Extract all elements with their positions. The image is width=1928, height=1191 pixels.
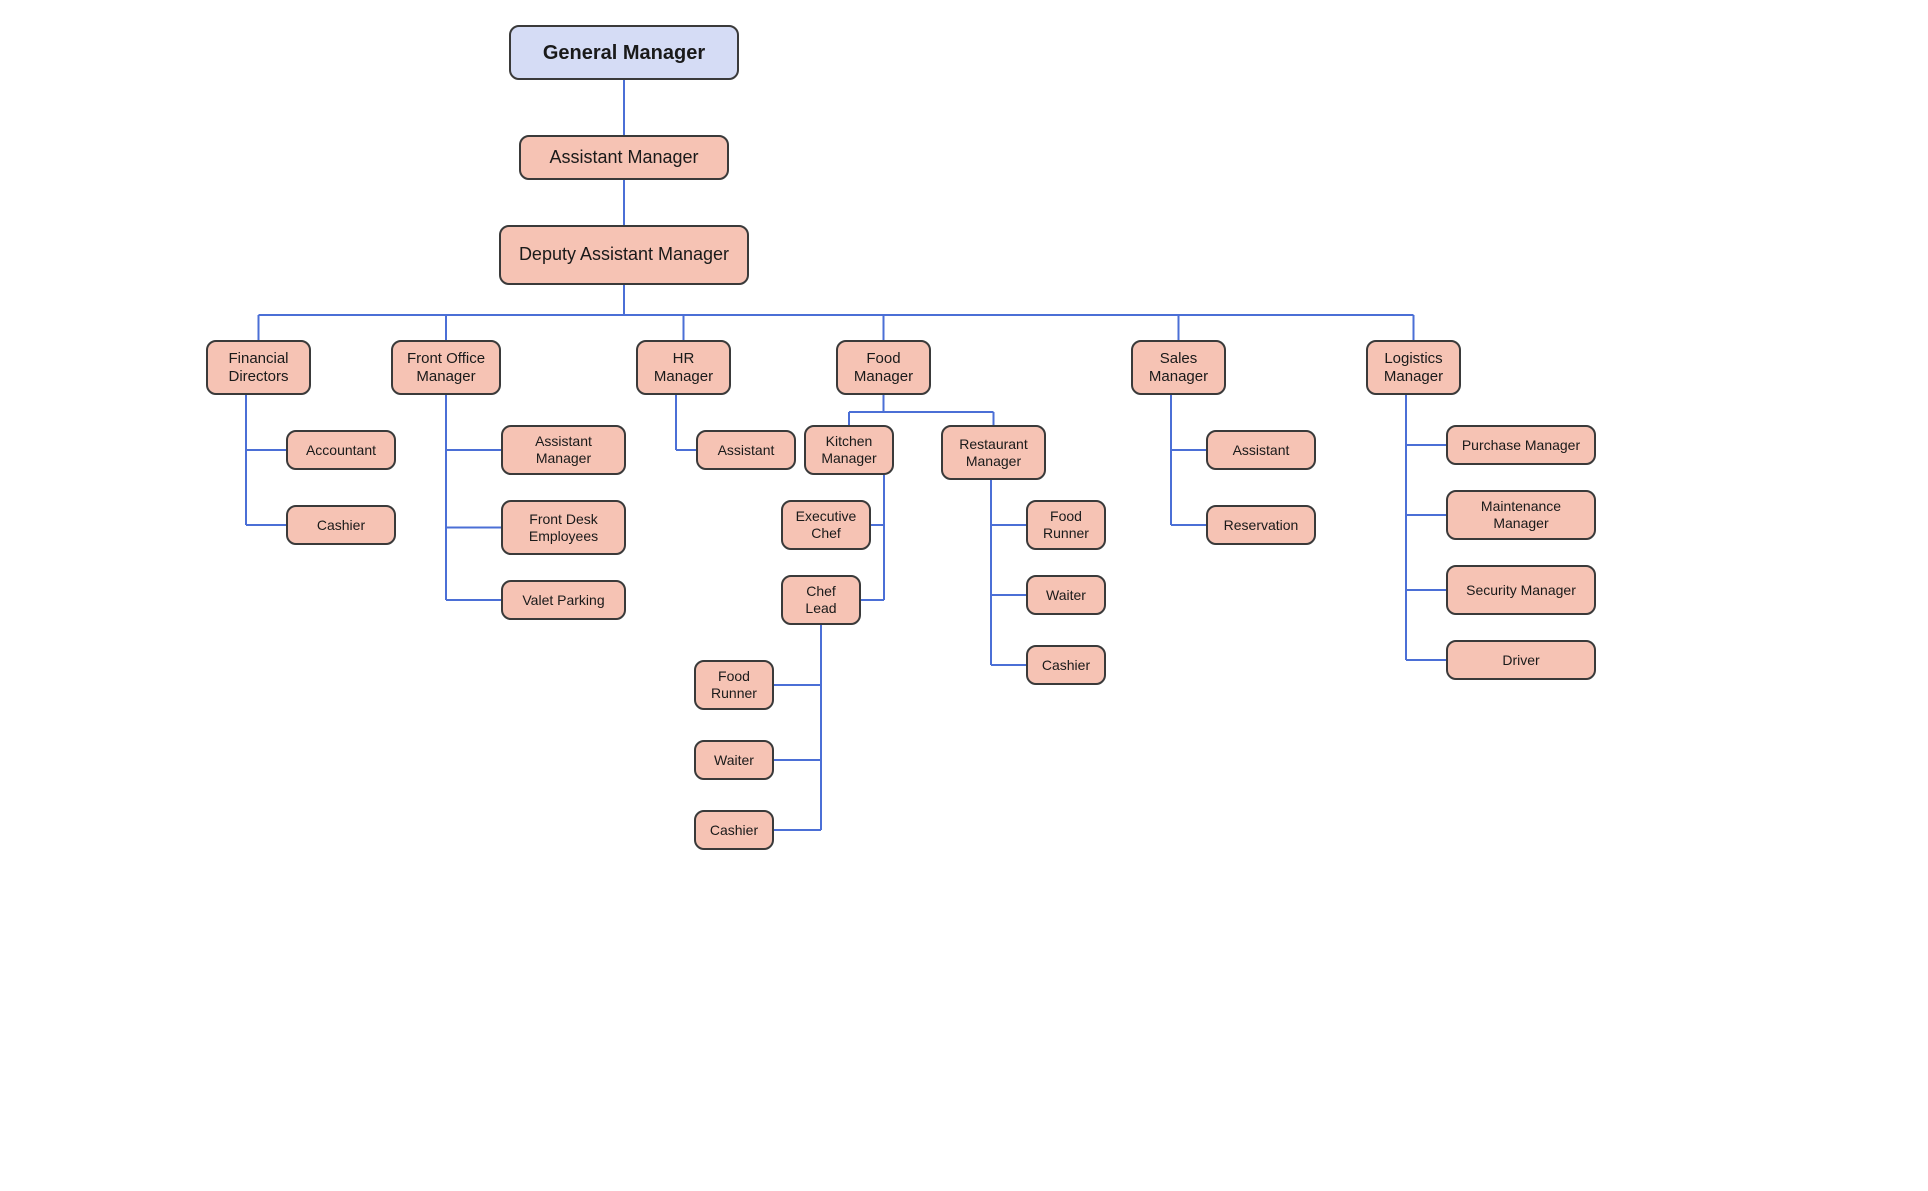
- org-node-resv: Reservation: [1206, 505, 1316, 545]
- org-node-w2: Waiter: [1026, 575, 1106, 615]
- org-node-rmgr: Restaurant Manager: [941, 425, 1046, 480]
- org-node-acct: Accountant: [286, 430, 396, 470]
- org-node-hr: HR Manager: [636, 340, 731, 395]
- org-node-fr1: Food Runner: [694, 660, 774, 710]
- org-node-clead: Chef Lead: [781, 575, 861, 625]
- org-node-cash1: Cashier: [286, 505, 396, 545]
- org-node-log: Logistics Manager: [1366, 340, 1461, 395]
- org-node-exec: Executive Chef: [781, 500, 871, 550]
- org-node-kmgr: Kitchen Manager: [804, 425, 894, 475]
- org-node-dam: Deputy Assistant Manager: [499, 225, 749, 285]
- org-node-fde: Front Desk Employees: [501, 500, 626, 555]
- org-node-food: Food Manager: [836, 340, 931, 395]
- org-node-cash3: Cashier: [1026, 645, 1106, 685]
- org-node-am: Assistant Manager: [519, 135, 729, 180]
- org-node-fr2: Food Runner: [1026, 500, 1106, 550]
- org-node-fam: Assistant Manager: [501, 425, 626, 475]
- org-node-valet: Valet Parking: [501, 580, 626, 620]
- org-node-driver: Driver: [1446, 640, 1596, 680]
- org-node-cash2: Cashier: [694, 810, 774, 850]
- org-node-gm: General Manager: [509, 25, 739, 80]
- org-node-pmgr: Purchase Manager: [1446, 425, 1596, 465]
- org-node-w1: Waiter: [694, 740, 774, 780]
- org-node-hra: Assistant: [696, 430, 796, 470]
- org-node-sa: Assistant: [1206, 430, 1316, 470]
- org-node-smgr: Security Manager: [1446, 565, 1596, 615]
- org-node-sales: Sales Manager: [1131, 340, 1226, 395]
- org-node-mmgr: Maintenance Manager: [1446, 490, 1596, 540]
- org-node-front: Front Office Manager: [391, 340, 501, 395]
- org-chart-canvas: General Manager Assistant Manager Deputy A…: [196, 0, 1732, 1000]
- org-node-fin: Financial Directors: [206, 340, 311, 395]
